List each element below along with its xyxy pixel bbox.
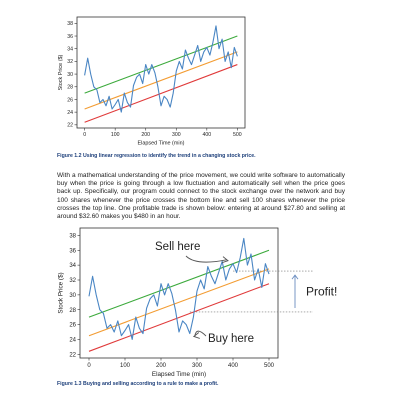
y-tick-label: 32 (69, 278, 76, 284)
x-tick-label: 100 (120, 363, 131, 369)
buy-arrow-head (192, 332, 200, 339)
x-tick-label: 400 (228, 363, 239, 369)
y-tick-label: 36 (67, 34, 73, 40)
price-series-line (84, 25, 238, 113)
x-axis-label: Elapsed Time (min) (152, 371, 206, 378)
x-tick-label: 0 (87, 363, 91, 369)
y-tick-label: 34 (67, 47, 73, 53)
figure-1-2-chart: 22 24 26 28 30 32 34 36 38 0 100 200 300 400 500 Elapse… (58, 16, 246, 146)
y-tick-label: 30 (69, 293, 76, 299)
profit-arrow-head (291, 274, 299, 280)
y-tick-label: 34 (69, 263, 76, 269)
y-tick-label: 38 (67, 21, 73, 27)
x-tick-label: 400 (202, 132, 211, 138)
x-tick-label: 300 (192, 363, 203, 369)
y-axis-label: Stock Price ($) (58, 54, 64, 90)
profit-label: Profit! (306, 285, 337, 299)
y-tick-label: 30 (67, 72, 73, 78)
x-axis-label: Elapsed Time (min) (138, 140, 185, 146)
figure-1-2-caption: Figure 1.2 Using linear regression to id… (57, 153, 256, 159)
buy-here-label: Buy here (208, 333, 254, 345)
y-tick-label: 32 (67, 59, 73, 65)
body-paragraph: With a mathematical understanding of the… (57, 172, 345, 221)
lower-trend-line (84, 64, 238, 123)
y-tick-label: 26 (69, 323, 76, 329)
y-tick-label: 28 (69, 308, 76, 314)
y-tick-label: 24 (67, 110, 73, 116)
y-tick-label: 24 (69, 338, 76, 344)
figure-1-3-caption: Figure 1.3 Buying and selling according … (57, 381, 219, 387)
x-tick-label: 300 (172, 132, 181, 138)
x-tick-label: 500 (233, 132, 242, 138)
plot-frame (76, 16, 246, 129)
sell-arrow (185, 255, 228, 263)
y-tick-label: 38 (69, 234, 76, 240)
price-series-line (88, 237, 270, 340)
x-tick-label: 200 (156, 363, 167, 369)
x-tick-label: 200 (141, 132, 150, 138)
y-axis-label: Stock Price ($) (58, 272, 65, 313)
x-tick-label: 0 (83, 132, 86, 138)
y-tick-label: 22 (67, 123, 73, 129)
x-tick-label: 500 (264, 363, 275, 369)
y-tick-label: 26 (67, 97, 73, 103)
y-tick-label: 36 (69, 248, 76, 254)
lower-trend-line (88, 283, 270, 352)
y-tick-label: 28 (67, 85, 73, 91)
sell-arrow-head (221, 256, 229, 264)
y-tick-label: 22 (69, 352, 76, 358)
sell-here-label: Sell here (155, 241, 200, 253)
figure-1-3-chart: 22 24 26 28 30 32 34 36 38 0 100 200 300 400 500 Elapse… (58, 227, 337, 378)
x-tick-label: 100 (111, 132, 120, 138)
